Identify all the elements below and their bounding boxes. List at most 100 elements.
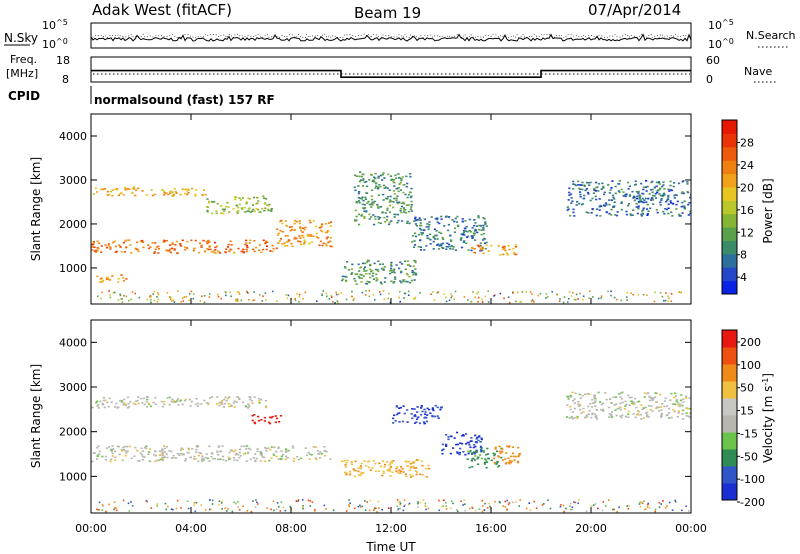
- velocity-cell: [482, 451, 485, 453]
- power-cell: [291, 228, 294, 231]
- velocity-scatter: [345, 510, 348, 512]
- velocity-scatter: [309, 500, 312, 502]
- power-scatter: [567, 297, 570, 300]
- velocity-cell: [420, 460, 423, 463]
- velocity-cell: [101, 403, 104, 405]
- power-cell: [575, 204, 578, 206]
- power-cell: [473, 219, 476, 221]
- power-cell: [472, 232, 475, 234]
- power-scatter: [170, 298, 172, 300]
- power-cell: [463, 234, 466, 236]
- power-scatter: [246, 291, 249, 293]
- velocity-colorbar-swatch: [722, 398, 737, 416]
- power-cell: [293, 229, 296, 231]
- power-cell: [422, 229, 425, 232]
- power-scatter: [678, 291, 680, 293]
- power-scatter: [474, 296, 476, 299]
- power-cell: [419, 246, 422, 248]
- velocity-cell: [244, 452, 247, 455]
- velocity-cell: [480, 450, 483, 453]
- power-cell: [644, 197, 647, 200]
- velocity-cell: [96, 446, 99, 449]
- power-cell: [675, 208, 678, 210]
- velocity-cell: [159, 458, 162, 461]
- power-scatter: [472, 291, 474, 293]
- velocity-cell: [108, 446, 111, 448]
- velocity-cell: [509, 459, 512, 462]
- power-cell: [442, 242, 445, 245]
- velocity-cell: [628, 404, 631, 406]
- power-cell: [96, 250, 99, 252]
- velocity-cell: [644, 412, 648, 414]
- velocity-colorbar-tick-label: 200: [740, 336, 761, 349]
- power-scatter: [156, 301, 159, 303]
- power-cell: [354, 220, 357, 222]
- velocity-cell: [158, 454, 161, 456]
- velocity-cell: [497, 455, 500, 457]
- velocity-cell: [682, 418, 685, 420]
- velocity-cell: [118, 453, 121, 456]
- velocity-scatter: [398, 501, 400, 503]
- power-cell: [650, 181, 653, 184]
- power-cell: [280, 219, 283, 222]
- power-scatter: [529, 291, 532, 293]
- velocity-cell: [189, 456, 192, 459]
- power-cell: [234, 198, 237, 201]
- power-cell: [203, 189, 206, 191]
- power-cell: [485, 225, 488, 227]
- power-cell: [593, 189, 596, 191]
- power-cell: [230, 248, 233, 251]
- velocity-cell: [344, 472, 347, 474]
- velocity-scatter: [563, 510, 565, 513]
- power-cell: [180, 245, 183, 247]
- power-cell: [647, 210, 650, 212]
- power-colorbar-swatch: [722, 253, 737, 268]
- velocity-cell: [573, 402, 576, 404]
- velocity-cell: [455, 443, 458, 446]
- power-scatter: [177, 290, 179, 292]
- power-cell: [204, 193, 207, 196]
- velocity-cell: [425, 467, 428, 470]
- velocity-cell: [413, 415, 416, 417]
- power-cell: [226, 246, 230, 248]
- power-cell: [371, 189, 374, 191]
- power-cell: [405, 175, 408, 178]
- power-cell: [396, 195, 399, 197]
- power-cell: [409, 208, 412, 210]
- power-cell: [169, 244, 172, 246]
- velocity-cell: [621, 414, 624, 417]
- velocity-cell: [508, 462, 511, 465]
- velocity-cell: [405, 475, 408, 477]
- power-scatter: [477, 296, 480, 299]
- power-cell: [436, 217, 439, 220]
- power-cell: [418, 217, 421, 219]
- power-scatter: [252, 299, 254, 302]
- velocity-cell: [227, 456, 230, 459]
- power-scatter: [150, 301, 152, 304]
- velocity-cell: [382, 470, 385, 473]
- velocity-cell: [146, 406, 149, 408]
- power-cell: [419, 249, 423, 251]
- velocity-cell: [420, 404, 423, 407]
- power-cell: [155, 246, 158, 248]
- velocity-cell: [494, 446, 497, 449]
- power-cell: [134, 247, 137, 250]
- power-scatter: [664, 299, 667, 302]
- velocity-scatter: [441, 505, 444, 508]
- power-scatter: [100, 297, 102, 300]
- power-cell: [299, 226, 302, 228]
- velocity-cell: [671, 403, 674, 405]
- velocity-colorbar-swatch: [722, 364, 737, 382]
- velocity-cell: [247, 403, 250, 405]
- power-cell: [573, 215, 576, 217]
- velocity-cell: [409, 467, 412, 469]
- power-cell: [122, 241, 125, 244]
- power-cell: [577, 184, 580, 186]
- velocity-scatter: [193, 504, 196, 507]
- velocity-cell: [323, 449, 326, 452]
- velocity-cell: [453, 437, 456, 439]
- velocity-scatter: [685, 505, 687, 507]
- power-cell: [364, 196, 367, 199]
- velocity-cell: [208, 445, 211, 448]
- power-cell: [376, 205, 380, 208]
